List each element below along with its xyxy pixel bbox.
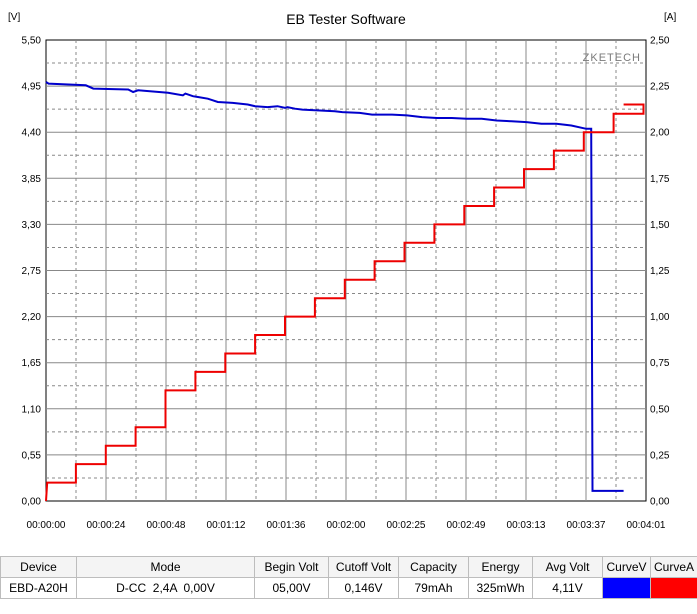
y-left-tick-label: 4,40 bbox=[22, 128, 42, 139]
y-left-tick-label: 0,00 bbox=[22, 497, 42, 508]
y-right-tick-label: 2,00 bbox=[650, 128, 670, 139]
y-right-axis-label: [A] bbox=[664, 12, 676, 23]
y-left-tick-label: 2,20 bbox=[22, 312, 42, 323]
y-left-tick-label: 3,85 bbox=[22, 174, 42, 185]
series-group bbox=[45, 81, 645, 502]
chart-title: EB Tester Software bbox=[286, 11, 406, 27]
x-tick-label: 00:00:00 bbox=[27, 520, 66, 531]
header-begin-volt: Begin Volt bbox=[254, 556, 329, 578]
y-right-tick-label: 2,50 bbox=[650, 36, 670, 47]
header-capacity: Capacity bbox=[398, 556, 469, 578]
current-series-line bbox=[45, 103, 645, 502]
y-right-tick-label: 1,25 bbox=[650, 266, 670, 277]
header-mode: Mode bbox=[76, 556, 255, 578]
y-left-tick-label: 0,55 bbox=[22, 450, 42, 461]
stats-data-row: EBD-A20H D-CC 2,4A 0,00V 05,00V 0,146V 7… bbox=[0, 577, 697, 599]
y-right-tick-label: 0,75 bbox=[650, 358, 670, 369]
x-tick-label: 00:04:01 bbox=[627, 520, 666, 531]
chart: EB Tester Software [V] [A] ZKETECH 5,50 4… bbox=[8, 11, 676, 531]
header-curve-v: CurveV bbox=[602, 556, 651, 578]
y-right-tick-label: 0,25 bbox=[650, 450, 670, 461]
x-tick-label: 00:02:00 bbox=[327, 520, 366, 531]
cell-cutoff-volt: 0,146V bbox=[328, 577, 399, 599]
header-cutoff-volt: Cutoff Volt bbox=[328, 556, 399, 578]
watermark: ZKETECH bbox=[583, 52, 641, 64]
x-tick-label: 00:02:25 bbox=[387, 520, 426, 531]
x-tick-label: 00:01:36 bbox=[267, 520, 306, 531]
y-left-tick-label: 2,75 bbox=[22, 266, 42, 277]
y-right-tick-label: 1,00 bbox=[650, 312, 670, 323]
x-tick-label: 00:03:13 bbox=[507, 520, 546, 531]
y-left-tick-label: 5,50 bbox=[22, 36, 42, 47]
curve-a-color-swatch[interactable] bbox=[650, 577, 697, 599]
header-curve-a: CurveA bbox=[650, 556, 697, 578]
x-tick-label: 00:03:37 bbox=[567, 520, 606, 531]
x-tick-label: 00:02:49 bbox=[447, 520, 486, 531]
stats-table: Device Mode Begin Volt Cutoff Volt Capac… bbox=[0, 556, 697, 599]
voltage-series-line bbox=[45, 81, 624, 492]
y-left-tick-label: 1,10 bbox=[22, 404, 42, 415]
grid bbox=[46, 40, 646, 501]
cell-avg-volt: 4,11V bbox=[532, 577, 603, 599]
y-left-tick-label: 1,65 bbox=[22, 358, 42, 369]
y-right-tick-label: 1,50 bbox=[650, 220, 670, 231]
y-right-tick-label: 2,25 bbox=[650, 82, 670, 93]
y-right-ticks: 2,50 2,25 2,00 1,75 1,50 1,25 1,00 0,75 0,50 0,25… bbox=[650, 36, 670, 508]
x-ticks: 00:00:00 00:00:24 00:00:48 00:01:12 00:01:36… bbox=[27, 520, 666, 531]
cell-capacity: 79mAh bbox=[398, 577, 469, 599]
cell-mode: D-CC 2,4A 0,00V bbox=[76, 577, 255, 599]
cell-device: EBD-A20H bbox=[0, 577, 77, 599]
y-right-tick-label: 1,75 bbox=[650, 174, 670, 185]
x-tick-label: 00:00:24 bbox=[87, 520, 126, 531]
cell-begin-volt: 05,00V bbox=[254, 577, 329, 599]
y-right-tick-label: 0,50 bbox=[650, 404, 670, 415]
curve-v-color-swatch[interactable] bbox=[602, 577, 651, 599]
y-left-tick-label: 4,95 bbox=[22, 82, 42, 93]
y-left-axis-label: [V] bbox=[8, 12, 20, 23]
y-left-ticks: 5,50 4,95 4,40 3,85 3,30 2,75 2,20 1,65 1,10 0,55… bbox=[22, 36, 42, 508]
header-energy: Energy bbox=[468, 556, 533, 578]
cell-energy: 325mWh bbox=[468, 577, 533, 599]
y-left-tick-label: 3,30 bbox=[22, 220, 42, 231]
stats-header-row: Device Mode Begin Volt Cutoff Volt Capac… bbox=[0, 556, 697, 578]
x-tick-label: 00:00:48 bbox=[147, 520, 186, 531]
header-avg-volt: Avg Volt bbox=[532, 556, 603, 578]
x-tick-label: 00:01:12 bbox=[207, 520, 246, 531]
y-right-tick-label: 0,00 bbox=[650, 497, 670, 508]
header-device: Device bbox=[0, 556, 77, 578]
